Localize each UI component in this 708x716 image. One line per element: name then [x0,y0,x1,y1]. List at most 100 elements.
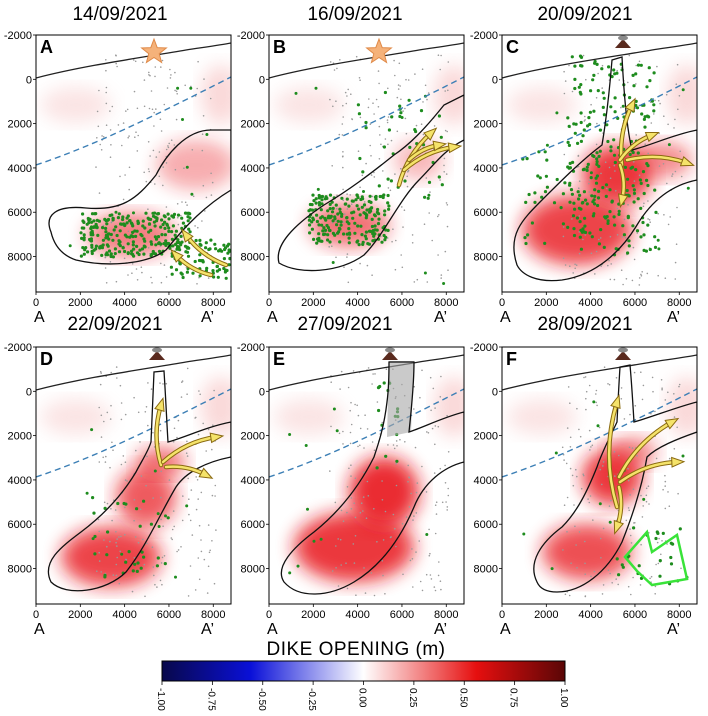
grey-event [402,573,404,576]
grey-event [644,143,646,145]
green-earthquake [604,194,608,198]
green-earthquake [326,233,330,237]
grey-event [364,592,367,594]
grey-event [111,441,113,444]
grey-event [147,141,150,143]
volcano-icon [615,351,631,360]
grey-event [207,428,210,431]
grey-event [110,371,112,374]
grey-event [578,531,581,533]
green-earthquake [426,196,430,200]
green-direction-arrow-icon [623,529,689,587]
green-earthquake [149,522,153,526]
dashed-interface [36,388,231,478]
green-earthquake [440,183,444,187]
grey-event [331,570,334,572]
green-earthquake [588,122,592,126]
green-earthquake [345,216,349,220]
green-earthquake [179,243,183,247]
grey-event [387,444,389,446]
green-earthquake [362,190,365,193]
grey-event [415,512,418,514]
grey-event [359,444,361,447]
grey-event [208,551,211,554]
grey-event [362,496,365,498]
green-earthquake [325,223,329,228]
green-earthquake [606,221,610,225]
green-earthquake [681,454,685,458]
grey-event [665,93,668,96]
green-earthquake [136,219,140,223]
green-earthquake [86,216,90,221]
grey-event [599,237,602,239]
green-earthquake [625,188,629,193]
grey-event [425,573,428,576]
grey-event [660,379,663,381]
grey-event [658,165,661,167]
grey-event [421,589,424,592]
grey-event [154,75,156,78]
grey-event [184,84,186,87]
contour-outline [280,361,464,595]
grey-event [98,461,101,463]
green-earthquake [179,234,183,238]
grey-event [627,81,629,84]
green-earthquake [386,228,390,232]
grey-event [635,134,637,136]
green-earthquake [333,233,337,237]
green-earthquake [648,79,652,83]
grey-event [195,476,197,478]
grey-event [340,509,343,512]
grey-event [98,530,100,533]
grey-event [661,387,663,389]
grey-event [428,212,430,214]
grey-event [640,494,642,497]
grey-event [402,226,404,228]
green-earthquake [576,190,580,194]
grey-event [407,171,409,173]
grey-event [350,497,353,499]
green-earthquake [605,123,609,127]
grey-event [98,192,101,194]
green-earthquake [198,238,202,242]
green-earthquake [597,154,601,158]
grey-event [198,276,200,279]
volcano-plume-icon [152,347,162,353]
green-earthquake [389,179,393,183]
green-earthquake [595,160,599,164]
grey-event [640,371,642,373]
green-earthquake [543,190,548,194]
grey-event [207,565,210,568]
grey-event [564,264,567,266]
grey-event [440,588,442,591]
green-earthquake [331,261,335,264]
green-earthquake [638,178,642,182]
topography-line [502,354,697,391]
green-earthquake [568,161,572,165]
y-tick-label: 6000 [474,519,498,531]
grey-event [134,60,137,63]
green-earthquake [338,207,342,211]
green-earthquake [380,240,384,244]
green-earthquake [627,239,631,243]
green-earthquake [329,214,333,218]
green-earthquake [635,106,640,110]
contour-outline [513,56,697,282]
green-earthquake [227,242,231,246]
grey-event [205,196,208,199]
grey-event [675,83,678,85]
grey-event [434,589,437,592]
grey-event [379,134,381,136]
grey-event [668,505,671,507]
green-earthquake [149,240,153,244]
grey-event [566,496,569,499]
grey-event [357,150,360,152]
green-earthquake [113,247,117,251]
green-earthquake [91,496,95,500]
grey-event [394,268,397,271]
grey-event [160,66,162,68]
green-earthquake [166,516,170,520]
green-earthquake [157,525,161,528]
